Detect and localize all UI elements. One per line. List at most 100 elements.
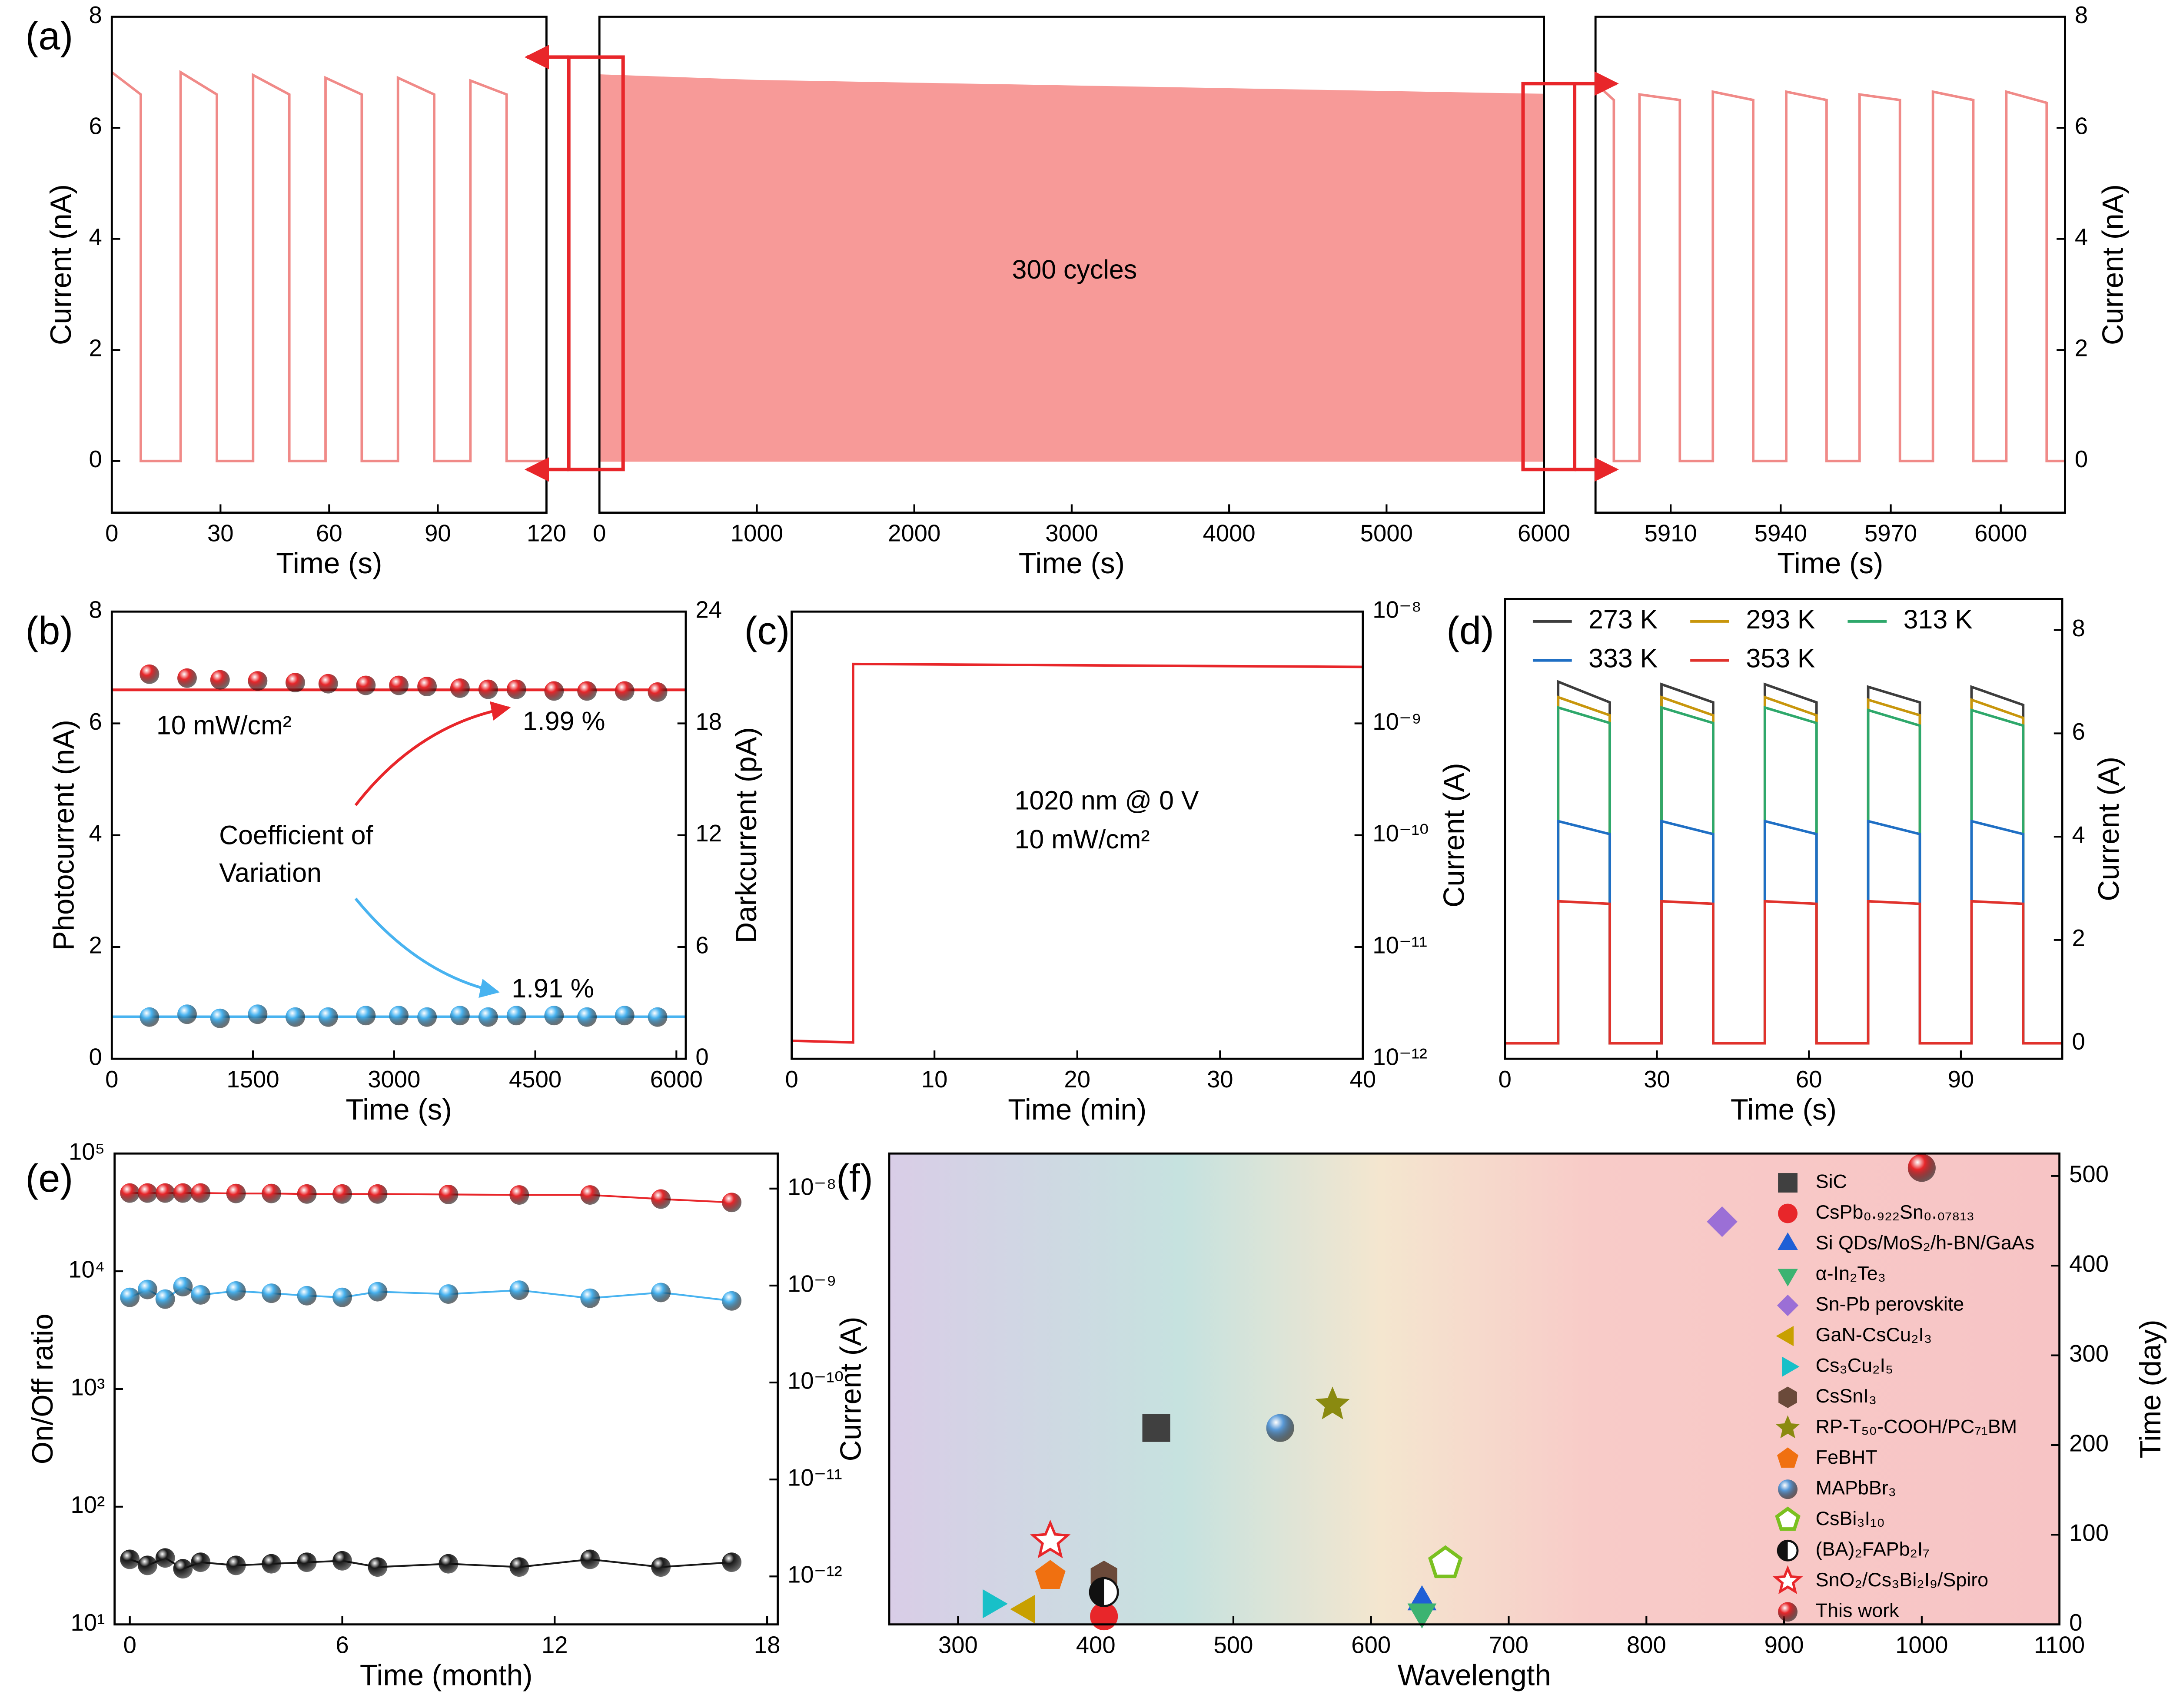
point: [173, 1559, 193, 1579]
y-tick-label: 300: [2069, 1340, 2109, 1367]
point: [138, 1555, 157, 1575]
point: [389, 1006, 409, 1026]
y-tick-label: 2: [89, 335, 102, 362]
y-tick-label: 10⁻¹²: [1372, 1044, 1427, 1070]
y-tick-label: 100: [2069, 1520, 2109, 1546]
panel-label: (a): [26, 14, 73, 58]
point: [191, 1183, 211, 1203]
x-tick-label: 0: [1499, 1066, 1512, 1093]
line: [1505, 900, 2063, 1045]
x-tick-label: 800: [1627, 1632, 1666, 1658]
y2-axis-title: Darkcurrent (pA): [730, 727, 763, 943]
y-tick-label: 6: [2075, 113, 2088, 139]
point: [286, 673, 305, 693]
plot-frame: [110, 16, 548, 514]
y-tick-label: 4: [2075, 224, 2088, 250]
point: [120, 1549, 140, 1569]
y-tick-label: 10⁵: [69, 1139, 105, 1165]
point: [138, 1183, 157, 1203]
y-axis-title: Current (A): [1438, 763, 1470, 907]
point: [983, 1589, 1008, 1618]
point: [544, 1006, 564, 1026]
x-tick-label: 10: [921, 1066, 948, 1093]
point: [1266, 1414, 1294, 1442]
y-tick-label: 4: [89, 820, 102, 847]
line: [1505, 706, 2063, 1045]
point: [368, 1184, 388, 1204]
point: [248, 1004, 268, 1024]
point: [140, 1007, 159, 1027]
y-axis-title: Current (nA): [2097, 184, 2130, 345]
point: [297, 1286, 317, 1306]
point: [1030, 1519, 1071, 1558]
point: [226, 1555, 246, 1575]
y-axis-title: Current (nA): [45, 184, 77, 345]
legend-label: 273 K: [1588, 605, 1658, 634]
y-tick-label: 0: [2069, 1609, 2082, 1636]
x-tick-label: 20: [1064, 1066, 1090, 1093]
y-tick-label: 0: [695, 1044, 708, 1070]
point: [509, 1185, 529, 1205]
x-tick-label: 6000: [1518, 520, 1570, 546]
x-tick-label: 40: [1350, 1066, 1376, 1093]
legend-label: This work: [1816, 1599, 1899, 1622]
x-tick-label: 1500: [226, 1066, 279, 1093]
x-tick-label: 0: [593, 520, 606, 546]
y-tick-label: 2: [89, 932, 102, 958]
y-tick-label: 6: [695, 932, 708, 958]
y-tick-label: 10⁻¹⁰: [1372, 820, 1429, 847]
point: [580, 1549, 600, 1569]
point: [191, 1552, 211, 1572]
y-tick-label: 0: [89, 446, 102, 472]
legend-label: α-In₂Te₃: [1816, 1262, 1886, 1284]
y-tick-label: 12: [695, 820, 722, 847]
point: [478, 1007, 498, 1027]
y-tick-label: 8: [89, 597, 102, 623]
point: [439, 1184, 459, 1204]
point: [155, 1183, 175, 1203]
point: [1035, 1560, 1066, 1589]
point: [173, 1277, 193, 1296]
point: [450, 1006, 470, 1026]
x-tick-label: 1000: [1895, 1632, 1948, 1658]
y-tick-label: 0: [89, 1044, 102, 1070]
y-tick-label: 10²: [71, 1492, 105, 1518]
y-tick-label: 8: [89, 2, 102, 28]
x-tick-label: 1000: [731, 520, 783, 546]
x-tick-label: 12: [542, 1632, 568, 1658]
point: [120, 1183, 140, 1203]
point: [722, 1552, 742, 1572]
legend-label: 353 K: [1746, 644, 1815, 673]
y-tick-label: 400: [2069, 1251, 2109, 1277]
plot-frame: [888, 1152, 2061, 1626]
annotation: 1020 nm @ 0 V: [1014, 785, 1199, 815]
point: [226, 1281, 246, 1301]
point: [509, 1557, 529, 1577]
marker-part: [1778, 1541, 1788, 1561]
legend-marker: [1782, 1356, 1800, 1377]
panel-label: (d): [1446, 609, 1494, 653]
legend-label: MAPbBr₃: [1816, 1477, 1896, 1499]
point: [286, 1007, 305, 1027]
point: [1090, 1602, 1118, 1631]
annotation: 10 mW/cm²: [156, 710, 292, 740]
point: [318, 1007, 338, 1027]
annotation: 1.99 %: [523, 706, 605, 736]
point: [177, 668, 197, 688]
line: [130, 1192, 732, 1203]
point: [1142, 1414, 1170, 1442]
point: [262, 1283, 282, 1303]
y-tick-label: 500: [2069, 1161, 2109, 1187]
zoom-box: [1521, 82, 1577, 472]
annotation: 10 mW/cm²: [1014, 824, 1150, 854]
legend-marker: [1778, 1232, 1798, 1250]
y-axis-title: On/Off ratio: [27, 1314, 59, 1465]
x-tick-label: 0: [123, 1632, 136, 1658]
point: [417, 677, 437, 697]
x-tick-label: 2000: [888, 520, 940, 546]
x-tick-label: 500: [1213, 1632, 1253, 1658]
legend-marker: [1778, 1602, 1798, 1622]
point: [318, 674, 338, 694]
legend-marker: [1776, 1326, 1794, 1346]
